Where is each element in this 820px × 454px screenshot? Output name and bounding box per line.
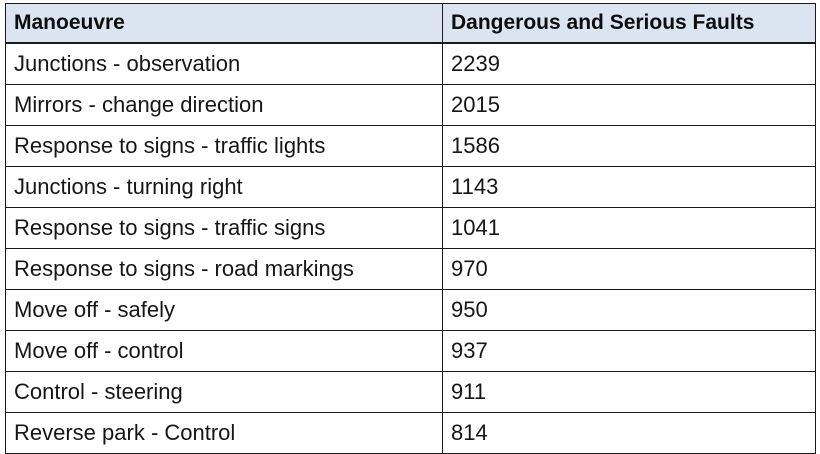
faults-cell: 911 [442, 371, 816, 413]
manoeuvre-cell: Response to signs - road markings [5, 248, 443, 290]
table-row: Move off - safely 950 [5, 289, 816, 331]
table-header: Manoeuvre Dangerous and Serious Faults [5, 3, 816, 44]
table-row: Mirrors - change direction 2015 [5, 84, 816, 126]
table-row: Junctions - observation 2239 [5, 42, 816, 85]
faults-cell: 1586 [442, 125, 816, 167]
faults-cell: 950 [442, 289, 816, 331]
faults-cell: 2015 [442, 84, 816, 126]
manoeuvre-cell: Control - steering [5, 371, 443, 413]
header-row: Manoeuvre Dangerous and Serious Faults [5, 3, 816, 44]
manoeuvre-cell: Junctions - observation [5, 42, 443, 85]
faults-cell: 1143 [442, 166, 816, 208]
manoeuvre-cell: Reverse park - Control [5, 412, 443, 454]
faults-cell: 2239 [442, 42, 816, 85]
table-row: Response to signs - road markings 970 [5, 248, 816, 290]
faults-table: Manoeuvre Dangerous and Serious Faults J… [5, 3, 816, 454]
column-header-manoeuvre: Manoeuvre [5, 3, 443, 44]
table-row: Move off - control 937 [5, 330, 816, 372]
column-header-faults: Dangerous and Serious Faults [442, 3, 816, 44]
manoeuvre-cell: Response to signs - traffic signs [5, 207, 443, 249]
faults-cell: 970 [442, 248, 816, 290]
table-row: Response to signs - traffic lights 1586 [5, 125, 816, 167]
table-row: Junctions - turning right 1143 [5, 166, 816, 208]
manoeuvre-cell: Junctions - turning right [5, 166, 443, 208]
table-row: Reverse park - Control 814 [5, 412, 816, 454]
table-row: Control - steering 911 [5, 371, 816, 413]
faults-cell: 937 [442, 330, 816, 372]
manoeuvre-cell: Response to signs - traffic lights [5, 125, 443, 167]
table-body: Junctions - observation 2239 Mirrors - c… [5, 42, 816, 454]
faults-cell: 814 [442, 412, 816, 454]
manoeuvre-cell: Mirrors - change direction [5, 84, 443, 126]
faults-cell: 1041 [442, 207, 816, 249]
manoeuvre-cell: Move off - safely [5, 289, 443, 331]
table-row: Response to signs - traffic signs 1041 [5, 207, 816, 249]
manoeuvre-cell: Move off - control [5, 330, 443, 372]
